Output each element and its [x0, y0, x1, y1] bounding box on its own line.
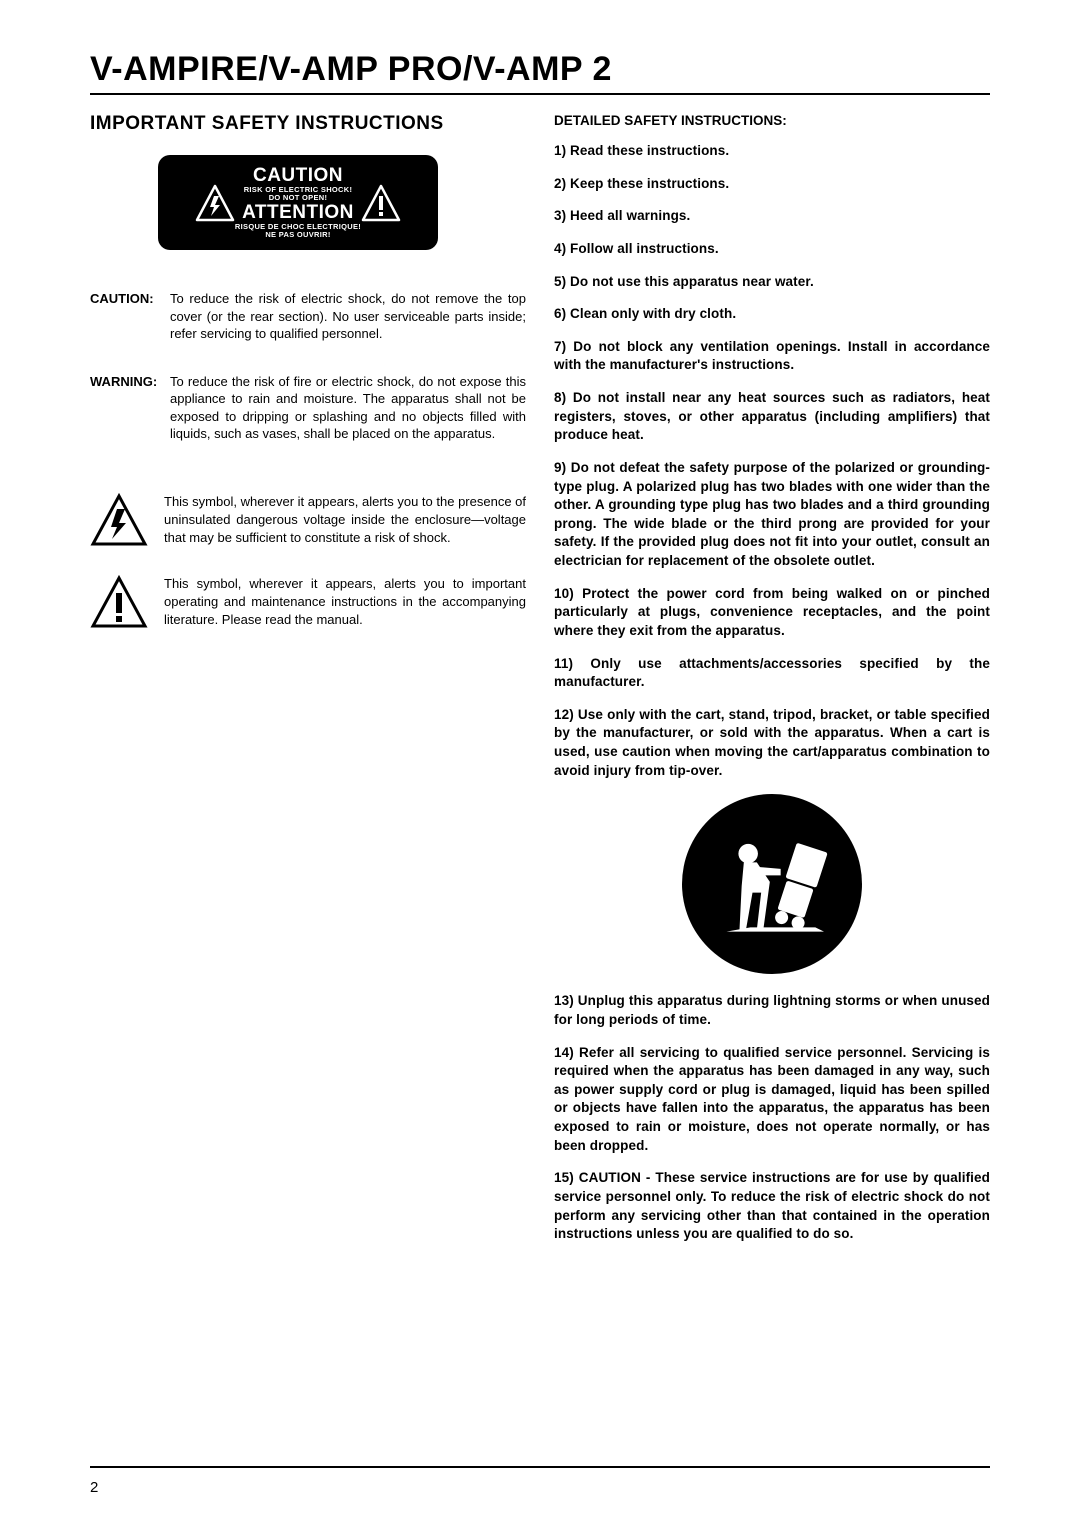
caution-paragraph: CAUTION: To reduce the risk of electric … [90, 290, 526, 343]
symbol-exclamation-block: This symbol, wherever it appears, alerts… [90, 575, 526, 629]
caution-box-line4: ATTENTION [235, 203, 361, 223]
instruction-5: 5) Do not use this apparatus near water. [554, 273, 990, 292]
symbol-lightning-text: This symbol, wherever it appears, alerts… [164, 493, 526, 547]
product-title: V-AMPIRE/V-AMP PRO/V-AMP 2 [90, 50, 990, 95]
exclamation-triangle-icon [90, 575, 148, 629]
instruction-10: 10) Protect the power cord from being wa… [554, 585, 990, 641]
right-column: DETAILED SAFETY INSTRUCTIONS: 1) Read th… [554, 113, 990, 1258]
symbol-lightning-block: This symbol, wherever it appears, alerts… [90, 493, 526, 547]
caution-label-box: CAUTION RISK OF ELECTRIC SHOCK! DO NOT O… [158, 155, 438, 250]
exclamation-triangle-icon [361, 184, 401, 222]
instruction-13: 13) Unplug this apparatus during lightni… [554, 992, 990, 1029]
footer-rule [90, 1466, 990, 1468]
page-number: 2 [90, 1479, 98, 1496]
instruction-3: 3) Heed all warnings. [554, 207, 990, 226]
detailed-heading: DETAILED SAFETY INSTRUCTIONS: [554, 113, 990, 128]
instruction-14: 14) Refer all servicing to qualified ser… [554, 1044, 990, 1156]
cart-tipover-icon [682, 794, 862, 974]
instruction-1: 1) Read these instructions. [554, 142, 990, 161]
lightning-triangle-icon [90, 493, 148, 547]
lightning-triangle-icon [195, 184, 235, 222]
instruction-15: 15) CAUTION - These service instructions… [554, 1169, 990, 1244]
instruction-9: 9) Do not defeat the safety purpose of t… [554, 459, 990, 571]
instruction-4: 4) Follow all instructions. [554, 240, 990, 259]
instruction-7: 7) Do not block any ventilation openings… [554, 338, 990, 375]
warning-text: To reduce the risk of fire or electric s… [170, 373, 526, 443]
caution-label: CAUTION: [90, 290, 170, 343]
caution-box-line6: NE PAS OUVRIR! [235, 231, 361, 239]
instruction-11: 11) Only use attachments/accessories spe… [554, 655, 990, 692]
caution-box-text: CAUTION RISK OF ELECTRIC SHOCK! DO NOT O… [235, 166, 361, 238]
warning-paragraph: WARNING: To reduce the risk of fire or e… [90, 373, 526, 443]
instruction-8: 8) Do not install near any heat sources … [554, 389, 990, 445]
warning-label: WARNING: [90, 373, 170, 443]
instruction-12: 12) Use only with the cart, stand, tripo… [554, 706, 990, 781]
symbol-exclamation-text: This symbol, wherever it appears, alerts… [164, 575, 526, 629]
instruction-6: 6) Clean only with dry cloth. [554, 305, 990, 324]
left-column: IMPORTANT SAFETY INSTRUCTIONS CAUTION RI… [90, 113, 526, 1258]
content-columns: IMPORTANT SAFETY INSTRUCTIONS CAUTION RI… [90, 113, 990, 1258]
caution-box-line3: DO NOT OPEN! [235, 194, 361, 202]
instruction-2: 2) Keep these instructions. [554, 175, 990, 194]
caution-box-line1: CAUTION [235, 166, 361, 186]
section-heading: IMPORTANT SAFETY INSTRUCTIONS [90, 113, 526, 135]
caution-text: To reduce the risk of electric shock, do… [170, 290, 526, 343]
